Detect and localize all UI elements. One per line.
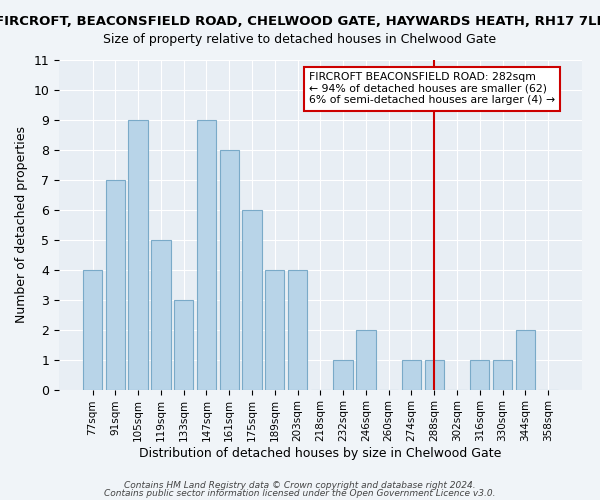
Bar bbox=[83, 270, 102, 390]
X-axis label: Distribution of detached houses by size in Chelwood Gate: Distribution of detached houses by size … bbox=[139, 447, 502, 460]
Bar bbox=[470, 360, 490, 390]
Bar bbox=[402, 360, 421, 390]
Text: Contains HM Land Registry data © Crown copyright and database right 2024.: Contains HM Land Registry data © Crown c… bbox=[124, 481, 476, 490]
Bar bbox=[128, 120, 148, 390]
Bar bbox=[106, 180, 125, 390]
Bar bbox=[242, 210, 262, 390]
Bar bbox=[151, 240, 170, 390]
Bar bbox=[356, 330, 376, 390]
Y-axis label: Number of detached properties: Number of detached properties bbox=[15, 126, 28, 324]
Bar bbox=[425, 360, 444, 390]
Text: Contains public sector information licensed under the Open Government Licence v3: Contains public sector information licen… bbox=[104, 488, 496, 498]
Bar bbox=[174, 300, 193, 390]
Bar bbox=[493, 360, 512, 390]
Bar bbox=[515, 330, 535, 390]
Text: FIRCROFT, BEACONSFIELD ROAD, CHELWOOD GATE, HAYWARDS HEATH, RH17 7LE: FIRCROFT, BEACONSFIELD ROAD, CHELWOOD GA… bbox=[0, 15, 600, 28]
Bar bbox=[220, 150, 239, 390]
Bar bbox=[288, 270, 307, 390]
Bar bbox=[265, 270, 284, 390]
Bar bbox=[197, 120, 216, 390]
Text: FIRCROFT BEACONSFIELD ROAD: 282sqm
← 94% of detached houses are smaller (62)
6% : FIRCROFT BEACONSFIELD ROAD: 282sqm ← 94%… bbox=[309, 72, 555, 105]
Text: Size of property relative to detached houses in Chelwood Gate: Size of property relative to detached ho… bbox=[103, 32, 497, 46]
Bar bbox=[334, 360, 353, 390]
